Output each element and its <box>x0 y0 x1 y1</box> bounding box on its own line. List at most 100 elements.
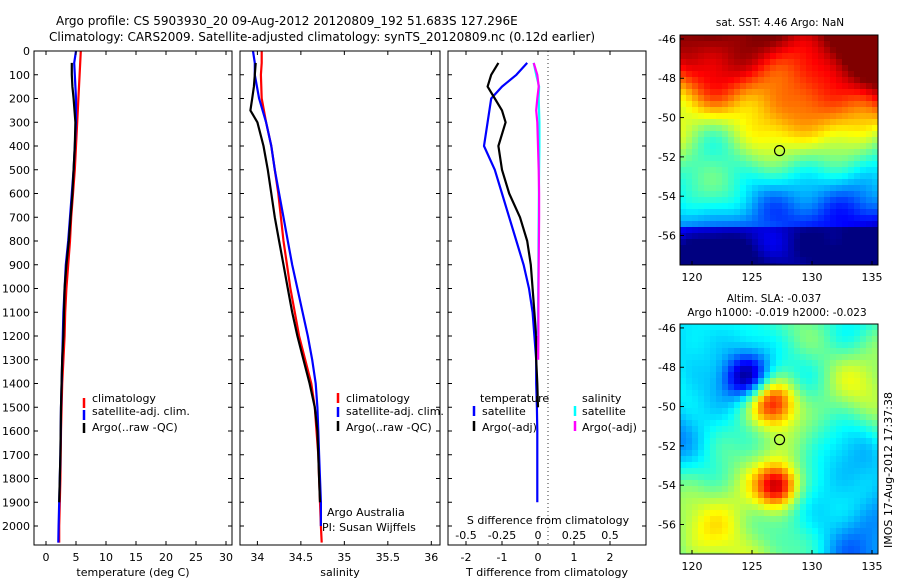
map-cell <box>848 257 854 263</box>
map-cell <box>698 480 704 486</box>
map-cell <box>824 71 830 77</box>
map-cell <box>770 65 776 71</box>
map-cell <box>824 486 830 492</box>
map-cell <box>788 324 794 330</box>
map-cell <box>698 89 704 95</box>
map-cell <box>704 354 710 360</box>
map-cell <box>836 83 842 89</box>
map-cell <box>776 492 782 498</box>
map-cell <box>770 378 776 384</box>
map-cell <box>680 101 686 107</box>
temperature-legend: climatology satellite-adj. clim. Argo(..… <box>82 392 190 434</box>
map-cell <box>854 53 860 59</box>
map-cell <box>872 251 878 257</box>
map-cell <box>698 366 704 372</box>
map-cell <box>746 426 752 432</box>
map-cell <box>734 516 740 522</box>
map-cell <box>836 179 842 185</box>
map-cell <box>812 528 818 534</box>
map-cell <box>866 384 872 390</box>
y-tick-label: 600 <box>9 188 30 201</box>
map-cell <box>806 516 812 522</box>
map-cell <box>848 492 854 498</box>
map-cell <box>710 486 716 492</box>
legend-label-climatology: climatology <box>346 392 410 405</box>
map-cell <box>788 149 794 155</box>
map-cell <box>722 71 728 77</box>
map-cell <box>800 486 806 492</box>
map-cell <box>812 552 818 554</box>
map-cell <box>710 372 716 378</box>
map-cell <box>794 161 800 167</box>
map-cell <box>740 534 746 540</box>
map-cell <box>770 480 776 486</box>
map-cell <box>758 456 764 462</box>
map-cell <box>758 366 764 372</box>
map-cell <box>836 161 842 167</box>
map-cell <box>782 239 788 245</box>
map-cell <box>734 504 740 510</box>
map-cell <box>716 438 722 444</box>
map-cell <box>854 65 860 71</box>
map-cell <box>848 167 854 173</box>
map-cell <box>806 354 812 360</box>
map-cell <box>782 546 788 552</box>
map-cell <box>764 324 770 330</box>
map-cell <box>692 41 698 47</box>
map-cell <box>824 390 830 396</box>
x-tick-label: 0 <box>43 551 50 564</box>
map-cell <box>806 324 812 330</box>
map-cell <box>680 131 686 137</box>
map-cell <box>758 197 764 203</box>
map-cell <box>710 474 716 480</box>
map-cell <box>800 528 806 534</box>
map-cell <box>770 233 776 239</box>
map-cell <box>734 396 740 402</box>
map-cell <box>842 438 848 444</box>
map-cell <box>782 474 788 480</box>
map-cell <box>746 468 752 474</box>
map-cell <box>758 528 764 534</box>
map-cell <box>770 185 776 191</box>
s-tick-label: -0.25 <box>488 529 516 542</box>
map-cell <box>692 480 698 486</box>
map-cell <box>812 366 818 372</box>
map-cell <box>746 378 752 384</box>
map-cell <box>746 450 752 456</box>
map-cell <box>866 462 872 468</box>
map-cell <box>854 474 860 480</box>
map-cell <box>764 522 770 528</box>
map-cell <box>842 534 848 540</box>
map-cell <box>872 185 878 191</box>
map-cell <box>692 47 698 53</box>
map-cell <box>776 65 782 71</box>
map-cell <box>758 227 764 233</box>
map-cell <box>704 330 710 336</box>
map-cell <box>764 197 770 203</box>
map-cell <box>830 384 836 390</box>
map-cell <box>782 95 788 101</box>
map-cell <box>680 227 686 233</box>
map-cell <box>710 420 716 426</box>
map-cell <box>842 342 848 348</box>
map-cell <box>776 336 782 342</box>
map-cell <box>764 239 770 245</box>
map-cell <box>818 384 824 390</box>
map-cell <box>806 53 812 59</box>
map-cell <box>704 324 710 330</box>
map-cell <box>854 137 860 143</box>
map-cell <box>740 528 746 534</box>
map-cell <box>872 263 878 265</box>
map-cell <box>824 372 830 378</box>
map-cell <box>824 336 830 342</box>
map-cell <box>830 239 836 245</box>
map-cell <box>788 534 794 540</box>
annotation-pi: PI: Susan Wijffels <box>322 521 416 534</box>
map-cell <box>740 336 746 342</box>
map-cell <box>740 137 746 143</box>
map-cell <box>758 203 764 209</box>
map-cell <box>836 257 842 263</box>
map-cell <box>830 185 836 191</box>
map-cell <box>770 173 776 179</box>
map-cell <box>710 330 716 336</box>
